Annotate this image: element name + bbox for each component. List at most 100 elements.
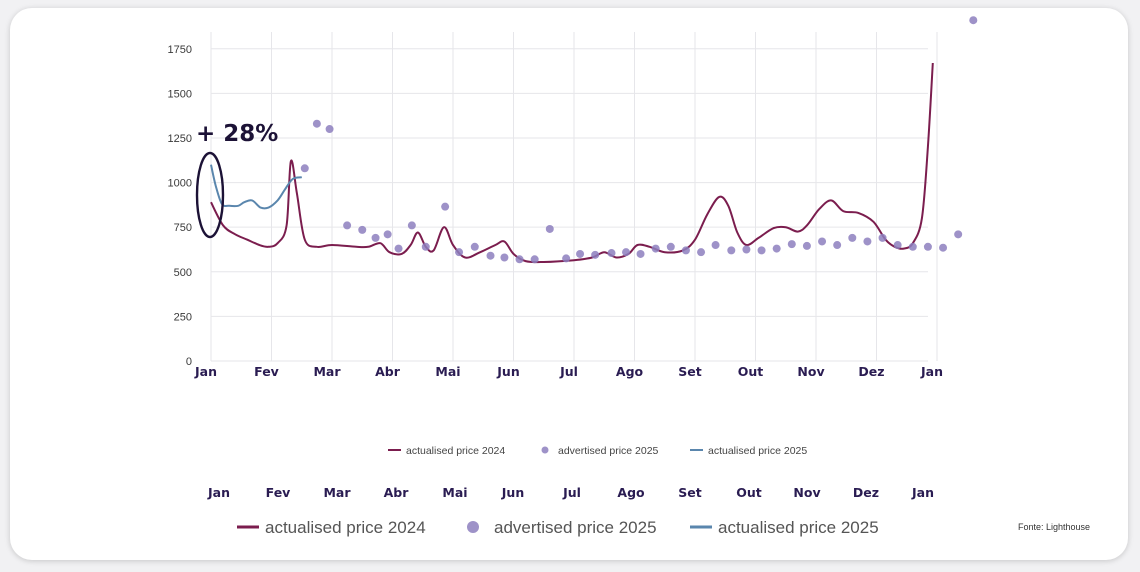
data-point-advertised-2025 <box>742 245 751 254</box>
secondary-month-labels: Jan Fev Mar Abr Mai Jun Jul Ago Set Out Nov Dez Jan <box>207 485 934 500</box>
secondary-month-label: Ago <box>617 485 645 500</box>
x-tick-label: Abr <box>375 364 401 379</box>
data-point-advertised-2025 <box>848 233 857 242</box>
highlight-ellipse <box>195 151 225 239</box>
data-point-advertised-2025 <box>833 241 842 250</box>
data-point-advertised-2025 <box>757 246 766 255</box>
data-point-advertised-2025 <box>908 242 917 251</box>
data-point-advertised-2025 <box>863 237 872 246</box>
y-axis-ticks: 0 250 500 750 1000 1250 1500 1750 <box>168 44 192 368</box>
data-point-advertised-2025 <box>954 230 963 239</box>
legend-large-label: actualised price 2025 <box>718 518 879 537</box>
y-tick-label: 500 <box>174 267 192 279</box>
data-point-advertised-2025 <box>969 16 978 25</box>
y-tick-label: 1000 <box>168 178 192 190</box>
x-tick-label: Mar <box>313 364 341 379</box>
data-point-advertised-2025 <box>923 242 932 251</box>
data-point-advertised-2025 <box>394 244 403 253</box>
secondary-month-label: Fev <box>266 485 291 500</box>
data-point-advertised-2025 <box>500 253 509 262</box>
secondary-month-label: Dez <box>853 485 879 500</box>
data-point-advertised-2025 <box>325 125 334 134</box>
legend-large-swatch <box>467 521 479 533</box>
data-point-advertised-2025 <box>470 242 479 251</box>
data-point-advertised-2025 <box>802 241 811 250</box>
data-point-advertised-2025 <box>787 240 796 249</box>
data-point-advertised-2025 <box>530 255 539 264</box>
x-tick-label: Set <box>678 364 701 379</box>
secondary-month-label: Mar <box>323 485 351 500</box>
source-note: Fonte: Lighthouse <box>1018 522 1090 532</box>
y-tick-label: 1750 <box>168 44 192 56</box>
secondary-month-label: Jan <box>207 485 230 500</box>
x-tick-label: Dez <box>858 364 884 379</box>
secondary-month-label: Jan <box>911 485 934 500</box>
secondary-month-label: Nov <box>793 485 820 500</box>
legend-large-label: advertised price 2025 <box>494 518 657 537</box>
data-point-advertised-2025 <box>312 119 321 128</box>
data-point-advertised-2025 <box>711 241 720 250</box>
data-point-advertised-2025 <box>591 250 600 259</box>
series-line-actualised-2024 <box>210 62 934 264</box>
series-points <box>300 16 978 264</box>
x-tick-label: Jul <box>559 364 578 379</box>
data-point-advertised-2025 <box>343 221 352 230</box>
data-point-advertised-2025 <box>651 244 660 253</box>
legend-small-swatch <box>541 446 549 454</box>
secondary-month-label: Abr <box>384 485 410 500</box>
grid <box>210 32 938 362</box>
x-tick-label: Jun <box>496 364 519 379</box>
x-axis-month-labels: Jan Fev Mar Abr Mai Jun Jul Ago Set Out Nov Dez Jan <box>194 364 943 379</box>
chart-card <box>10 8 1128 560</box>
x-tick-label: Mai <box>435 364 460 379</box>
data-point-advertised-2025 <box>772 244 781 253</box>
x-tick-label: Nov <box>797 364 824 379</box>
data-point-advertised-2025 <box>607 249 616 258</box>
data-point-advertised-2025 <box>666 242 675 251</box>
y-tick-label: 750 <box>174 222 192 234</box>
data-point-advertised-2025 <box>622 248 631 257</box>
secondary-month-label: Mai <box>442 485 467 500</box>
legend-large: actualised price 2024 advertised price 20… <box>237 518 879 537</box>
y-tick-label: 250 <box>174 311 192 323</box>
data-point-advertised-2025 <box>371 233 380 242</box>
data-point-advertised-2025 <box>545 224 554 233</box>
secondary-month-label: Jun <box>501 485 524 500</box>
x-tick-label: Fev <box>254 364 279 379</box>
x-tick-label: Jan <box>194 364 217 379</box>
data-point-advertised-2025 <box>383 230 392 239</box>
data-point-advertised-2025 <box>515 255 524 264</box>
data-point-advertised-2025 <box>681 246 690 255</box>
legend-small-label: advertised price 2025 <box>558 445 659 457</box>
legend-large-label: actualised price 2024 <box>265 518 426 537</box>
secondary-month-label: Out <box>736 485 762 500</box>
series-lines <box>210 62 934 264</box>
data-point-advertised-2025 <box>697 248 706 257</box>
data-point-advertised-2025 <box>576 249 585 258</box>
data-point-advertised-2025 <box>421 242 430 251</box>
data-point-advertised-2025 <box>300 164 309 173</box>
x-tick-label: Ago <box>616 364 644 379</box>
data-point-advertised-2025 <box>486 251 495 260</box>
y-tick-label: 1500 <box>168 88 192 100</box>
y-tick-label: 1250 <box>168 133 192 145</box>
data-point-advertised-2025 <box>878 233 887 242</box>
data-point-advertised-2025 <box>562 254 571 263</box>
data-point-advertised-2025 <box>727 246 736 255</box>
secondary-month-label: Set <box>678 485 701 500</box>
data-point-advertised-2025 <box>407 221 416 230</box>
data-point-advertised-2025 <box>358 225 367 234</box>
data-point-advertised-2025 <box>818 237 827 246</box>
data-point-advertised-2025 <box>441 202 450 211</box>
data-point-advertised-2025 <box>636 249 645 258</box>
data-point-advertised-2025 <box>893 241 902 250</box>
legend-small-label: actualised price 2025 <box>708 445 807 457</box>
annotation-text: + 28% <box>196 121 278 147</box>
data-point-advertised-2025 <box>455 248 464 257</box>
legend-small: actualised price 2024 advertised price 20… <box>388 445 807 457</box>
x-tick-label: Jan <box>920 364 943 379</box>
legend-small-label: actualised price 2024 <box>406 445 505 457</box>
data-point-advertised-2025 <box>939 243 948 252</box>
secondary-month-label: Jul <box>562 485 581 500</box>
